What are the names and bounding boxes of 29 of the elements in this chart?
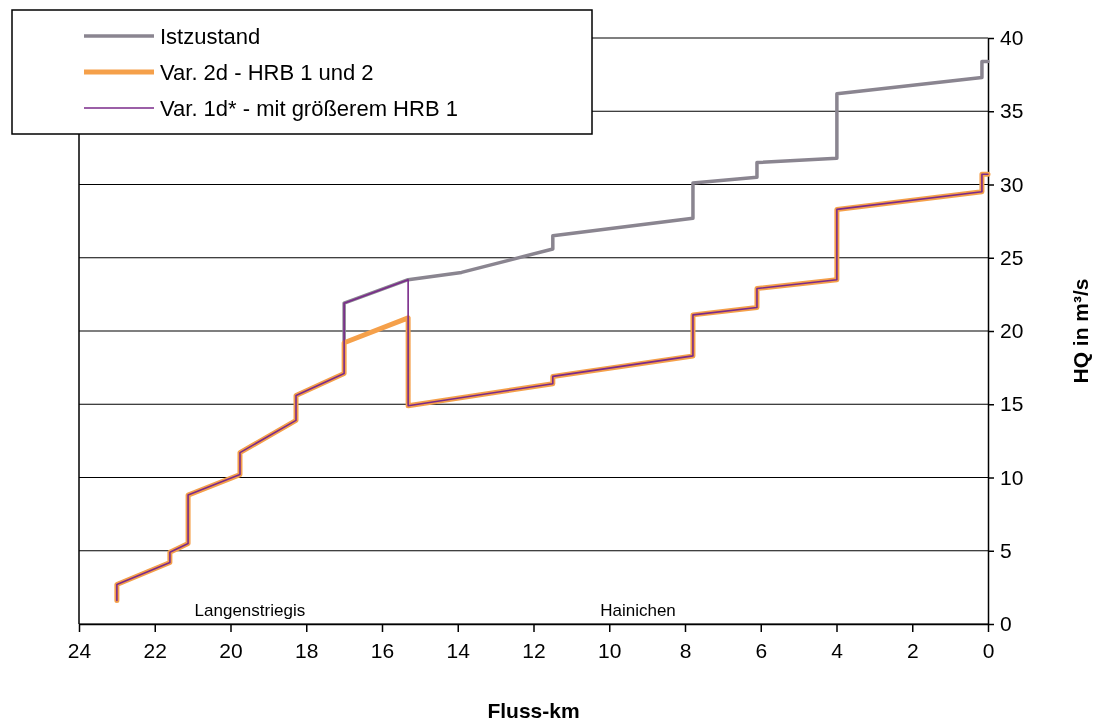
x-tick-label: 4 <box>831 639 844 663</box>
y-tick-label: 15 <box>1000 392 1024 416</box>
x-axis-title: Fluss-km <box>487 699 580 722</box>
y-tick-label: 20 <box>1000 319 1024 343</box>
x-tick-label: 22 <box>143 639 167 663</box>
annotation: Hainichen <box>600 601 676 620</box>
x-tick-label: 2 <box>906 639 919 663</box>
y-tick-label: 10 <box>1000 465 1024 489</box>
y-tick-label: 35 <box>1000 99 1024 123</box>
legend-label: Var. 1d* - mit größerem HRB 1 <box>160 96 458 121</box>
y-tick-label: 40 <box>1000 26 1024 50</box>
annotation: Langenstriegis <box>194 601 306 620</box>
x-tick-label: 10 <box>598 639 622 663</box>
x-tick-label: 16 <box>370 639 395 663</box>
y-axis-title: HQ in m³/s <box>1069 278 1092 384</box>
x-tick-label: 14 <box>446 639 471 663</box>
legend-label: Istzustand <box>160 24 261 49</box>
legend-label: Var. 2d - HRB 1 und 2 <box>160 60 374 85</box>
x-tick-label: 6 <box>755 639 768 663</box>
y-tick-label: 5 <box>1000 538 1012 562</box>
x-tick-label: 20 <box>219 639 243 663</box>
x-tick-label: 12 <box>522 639 546 663</box>
x-tick-label: 0 <box>982 639 995 663</box>
x-tick-label: 24 <box>67 639 92 663</box>
x-tick-label: 18 <box>295 639 319 663</box>
y-tick-label: 30 <box>1000 172 1024 196</box>
y-tick-label: 25 <box>1000 245 1024 269</box>
x-tick-label: 8 <box>679 639 692 663</box>
y-tick-label: 0 <box>1000 612 1012 636</box>
